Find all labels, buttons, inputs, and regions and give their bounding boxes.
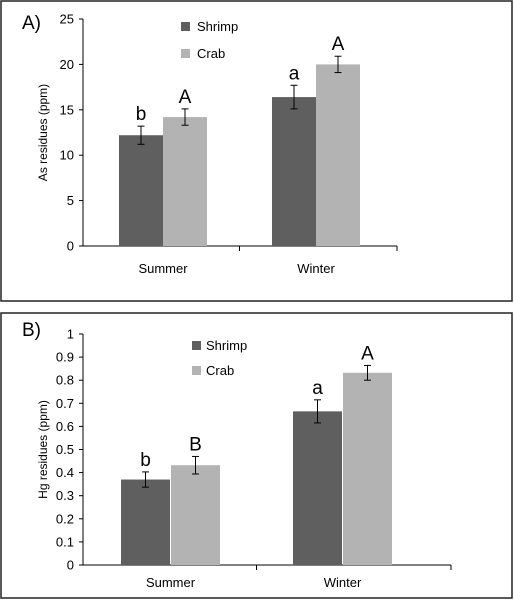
x-tick-label: Summer	[138, 261, 188, 276]
y-tick-label: 0.5	[56, 442, 74, 457]
y-tick-label: 0.4	[56, 465, 74, 480]
significance-label: a	[289, 63, 300, 84]
x-tick-label: Summer	[146, 575, 196, 590]
bar-shrimp-winter	[293, 411, 342, 565]
significance-label: b	[136, 104, 147, 125]
y-tick-label: 0.8	[56, 373, 74, 388]
legend-swatch-crab	[192, 366, 201, 375]
legend-label-shrimp: Shrimp	[197, 19, 238, 34]
legend-label-shrimp: Shrimp	[206, 338, 247, 353]
bar-crab-winter	[343, 372, 392, 565]
significance-label: A	[332, 34, 345, 55]
bar-shrimp-summer	[119, 135, 163, 246]
legend-swatch-crab	[181, 49, 190, 58]
y-tick-label: 0.6	[56, 419, 74, 434]
x-tick-label: Winter	[297, 261, 335, 276]
significance-label: a	[312, 378, 323, 399]
panel-a-label: A)	[22, 13, 41, 34]
y-tick-label: 0.2	[56, 511, 74, 526]
chart-panel-b: B) Hg residues (ppm) 0 0.1 0.2 0.3 0.4 0.5 0.6 0.…	[22, 320, 452, 590]
panel-b-label: B)	[22, 320, 41, 341]
significance-label: B	[189, 434, 202, 455]
bar-crab-summer	[163, 117, 207, 247]
y-axis-label: Hg residues (ppm)	[36, 400, 50, 499]
legend-label-crab: Crab	[206, 363, 234, 378]
bar-shrimp-winter	[272, 97, 316, 246]
bar-crab-winter	[316, 64, 360, 247]
y-tick-label: 5	[67, 193, 74, 208]
significance-label: b	[140, 450, 151, 471]
y-tick-label: 20	[60, 57, 74, 72]
y-tick-label: 0.1	[56, 534, 74, 549]
y-tick-label: 0	[67, 558, 74, 573]
y-tick-label: 0.3	[56, 488, 74, 503]
y-tick-label: 0.7	[56, 396, 74, 411]
y-tick-label: 15	[60, 102, 74, 117]
legend-swatch-shrimp	[192, 341, 201, 350]
y-tick-label: 10	[60, 148, 74, 163]
significance-label: A	[179, 87, 192, 108]
chart-panel-a: A) As residues (ppm) 0 5 10 15 20 25 b A Summer a A W…	[22, 12, 398, 276]
legend-swatch-shrimp	[181, 22, 190, 31]
x-tick-label: Winter	[324, 575, 362, 590]
bar-crab-summer	[171, 465, 220, 565]
y-axis-label: As residues (ppm)	[36, 84, 50, 181]
panel-a-frame	[0, 0, 513, 302]
bar-shrimp-summer	[121, 479, 170, 565]
y-tick-label: 0	[67, 239, 74, 254]
y-tick-label: 1	[67, 327, 74, 342]
y-tick-label: 0.9	[56, 350, 74, 365]
y-tick-label: 25	[60, 12, 74, 27]
legend-label-crab: Crab	[197, 46, 225, 61]
panel-b-frame	[0, 312, 513, 599]
significance-label: A	[361, 343, 374, 364]
